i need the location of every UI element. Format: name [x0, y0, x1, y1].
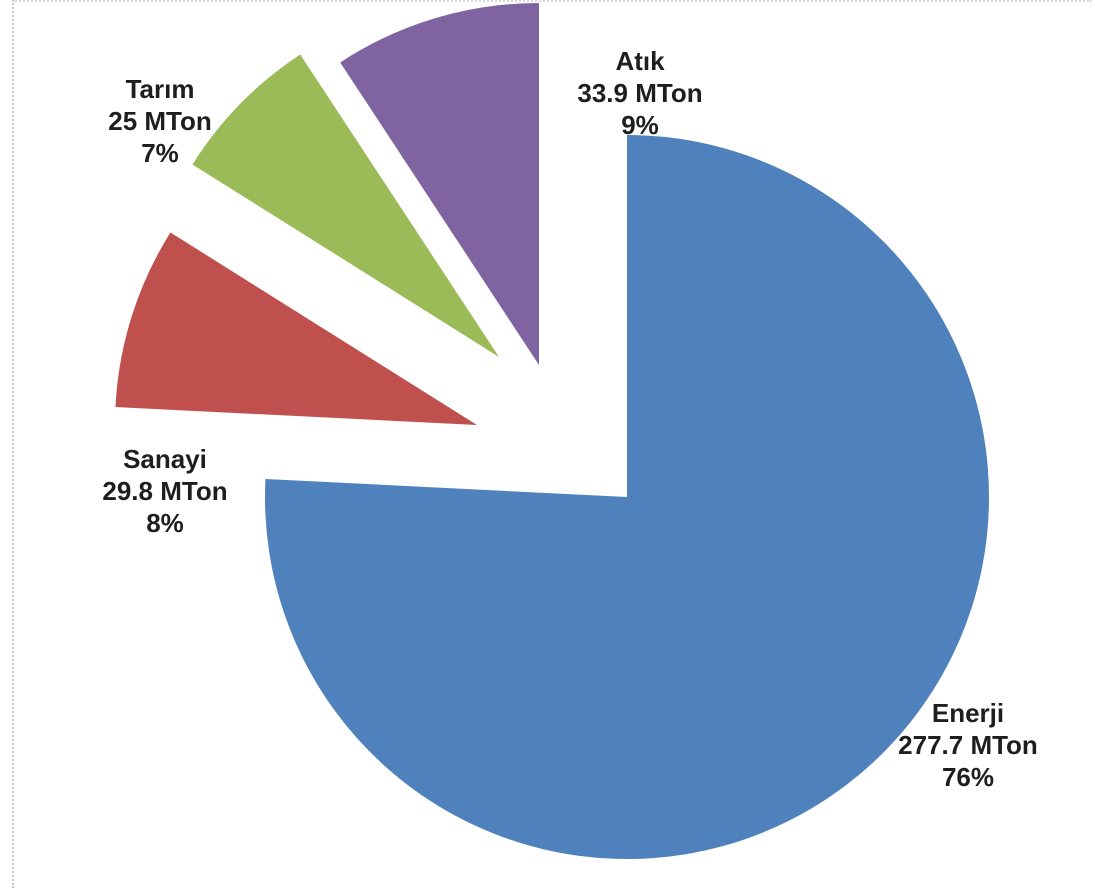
- percent-label: 76%: [942, 762, 994, 792]
- pie-slice-tarım: [192, 54, 500, 358]
- value-label: 277.7 MTon: [898, 730, 1038, 760]
- pie-slice-enerji: [265, 135, 989, 860]
- percent-label: 9%: [621, 110, 659, 140]
- category-name: Atık: [615, 46, 665, 76]
- category-name: Tarım: [126, 74, 195, 104]
- chart-frame: [12, 0, 1092, 888]
- category-name: Sanayi: [123, 444, 207, 474]
- percent-label: 8%: [146, 508, 184, 538]
- percent-label: 7%: [141, 138, 179, 168]
- value-label: 29.8 MTon: [102, 476, 227, 506]
- category-name: Enerji: [932, 698, 1004, 728]
- pie-slice-sanayi: [115, 232, 477, 425]
- data-label-tarım: Tarım 25 MTon 7%: [108, 74, 212, 168]
- pie-slice-atık: [340, 3, 539, 365]
- value-label: 25 MTon: [108, 106, 212, 136]
- data-label-enerji: Enerji 277.7 MTon 76%: [898, 698, 1038, 792]
- data-label-sanayi: Sanayi 29.8 MTon 8%: [102, 444, 227, 538]
- value-label: 33.9 MTon: [577, 78, 702, 108]
- data-label-atık: Atık 33.9 MTon 9%: [577, 46, 702, 140]
